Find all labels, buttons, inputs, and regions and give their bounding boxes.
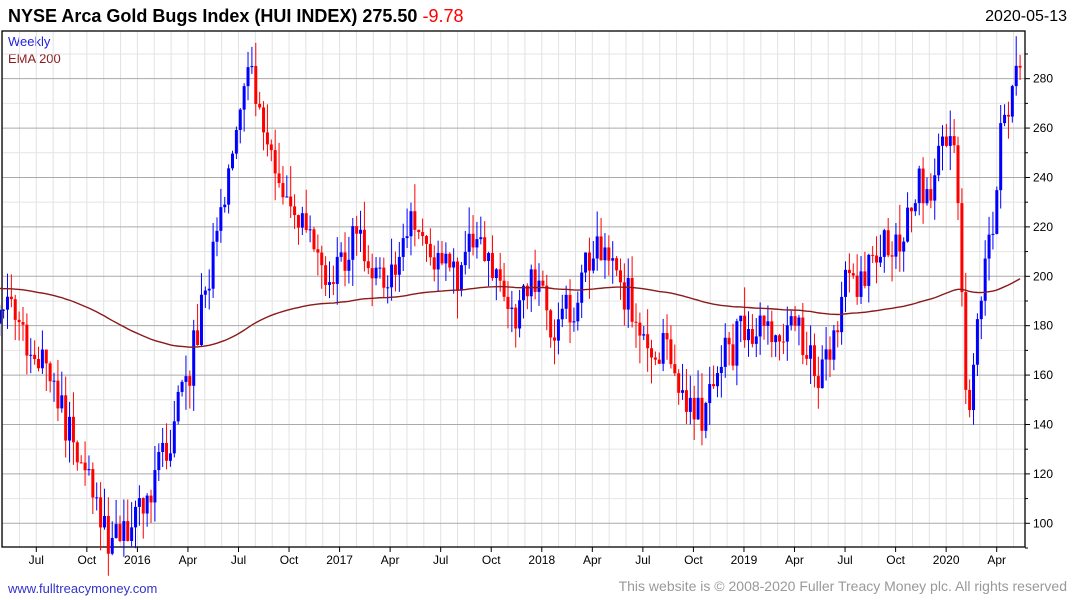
svg-text:Apr: Apr — [583, 553, 602, 567]
svg-text:Apr: Apr — [179, 553, 198, 567]
svg-text:200: 200 — [1033, 269, 1053, 283]
svg-text:2017: 2017 — [326, 553, 353, 567]
svg-text:Apr: Apr — [381, 553, 400, 567]
svg-text:Jul: Jul — [837, 553, 852, 567]
svg-text:2016: 2016 — [124, 553, 151, 567]
svg-text:100: 100 — [1033, 516, 1053, 530]
svg-text:Jul: Jul — [433, 553, 448, 567]
svg-text:180: 180 — [1033, 319, 1053, 333]
svg-text:Apr: Apr — [987, 553, 1006, 567]
svg-text:120: 120 — [1033, 467, 1053, 481]
svg-text:Oct: Oct — [886, 553, 905, 567]
svg-text:260: 260 — [1033, 121, 1053, 135]
svg-text:160: 160 — [1033, 368, 1053, 382]
svg-text:Jul: Jul — [29, 553, 44, 567]
svg-text:240: 240 — [1033, 170, 1053, 184]
svg-text:2019: 2019 — [731, 553, 758, 567]
svg-text:Oct: Oct — [78, 553, 97, 567]
svg-text:2020: 2020 — [933, 553, 960, 567]
svg-text:Jul: Jul — [231, 553, 246, 567]
svg-text:220: 220 — [1033, 220, 1053, 234]
svg-text:Oct: Oct — [684, 553, 703, 567]
svg-text:280: 280 — [1033, 72, 1053, 86]
svg-text:Oct: Oct — [280, 553, 299, 567]
svg-text:Oct: Oct — [482, 553, 501, 567]
svg-text:2018: 2018 — [528, 553, 555, 567]
svg-text:Jul: Jul — [635, 553, 650, 567]
svg-text:140: 140 — [1033, 417, 1053, 431]
svg-text:Apr: Apr — [785, 553, 804, 567]
